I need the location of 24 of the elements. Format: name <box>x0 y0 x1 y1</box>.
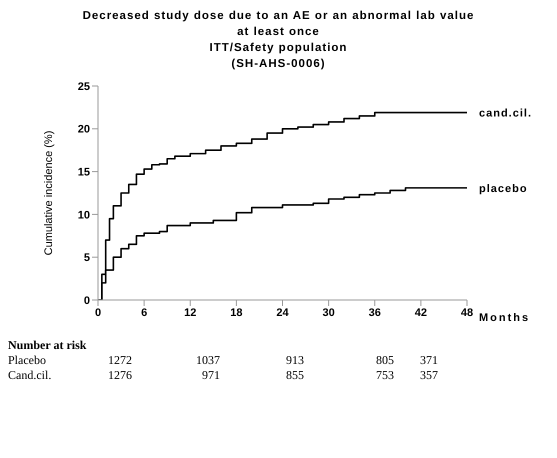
text: Number at risk <box>8 338 88 353</box>
chart-title: Decreased study dose due to an AE or an abnormal lab value at least once <box>82 9 476 40</box>
series-label: cand.cil. <box>479 108 532 120</box>
y-tick-label: 15 <box>78 166 90 179</box>
x-tick-label: 42 <box>414 306 427 319</box>
y-tick-label: 0 <box>84 294 90 307</box>
x-tick-label: 36 <box>368 306 381 319</box>
y-tick-label: 20 <box>78 124 90 136</box>
x-tick-label: 0 <box>94 306 102 319</box>
text: Cand.cil. 1276 971 855 753 357 <box>8 368 438 382</box>
y-tick-label: 25 <box>78 80 90 93</box>
y-tick-label: 5 <box>84 252 90 264</box>
x-tick-label: 48 <box>460 306 474 319</box>
x-axis-title: Months <box>479 312 530 324</box>
y-tick-label: 10 <box>78 209 90 222</box>
series-label: placebo <box>479 182 528 195</box>
x-tick-label: 12 <box>184 306 196 319</box>
y-axis-title: Cumulative incidence (%) <box>42 130 55 256</box>
x-tick-label: 30 <box>322 306 335 319</box>
x-tick-label: 6 <box>141 306 148 319</box>
chart-subtitle: ITT/Safety population (SH-AHS-0006) <box>208 41 348 72</box>
x-tick-label: 18 <box>230 306 242 319</box>
x-tick-label: 24 <box>276 306 290 319</box>
text: Placebo 1272 1037 913 805 371 <box>8 353 438 367</box>
